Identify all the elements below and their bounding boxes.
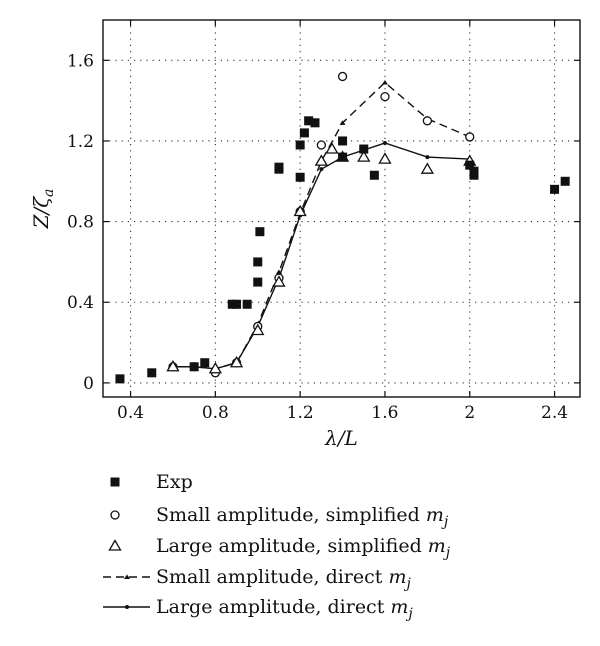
data-point: [325, 142, 339, 154]
y-tick-label: 1.2: [67, 132, 94, 152]
y-axis-label: Z/ζa: [29, 189, 57, 230]
legend-label-text: Exp: [156, 471, 193, 493]
series-filled-square: [115, 116, 570, 384]
data-point: [369, 170, 379, 180]
legend-item: Small amplitude, direct mj: [103, 566, 411, 592]
data-point: [465, 160, 475, 170]
legend-label: Small amplitude, simplified mj: [156, 504, 449, 530]
series-line: [172, 81, 471, 370]
series-layer: [115, 71, 570, 384]
data-point: [378, 152, 392, 164]
y-tick-label: 1.6: [67, 51, 94, 71]
data-point: [337, 71, 348, 82]
data-point: [272, 275, 286, 287]
data-point: [425, 155, 430, 160]
legend-marker: [125, 605, 129, 609]
data-point: [469, 170, 479, 180]
data-point: [560, 176, 570, 186]
data-point: [380, 91, 390, 102]
y-axis-label-main: Z/ζ: [29, 196, 53, 230]
legend-symbol-sub: j: [405, 606, 413, 622]
legend-symbol: m: [420, 504, 444, 526]
legend-symbol-sub: j: [403, 576, 411, 592]
x-tick-label: 0.4: [117, 403, 144, 423]
legend-item: Exp: [110, 471, 193, 493]
series-open-triangle: [166, 142, 477, 374]
legend-label-text: Small amplitude, direct: [156, 566, 383, 588]
data-point: [316, 140, 327, 150]
data-point: [359, 144, 369, 154]
legend-symbol: m: [382, 566, 406, 588]
data-point: [253, 257, 263, 267]
x-tick-label: 2.4: [541, 403, 568, 423]
data-point: [115, 374, 125, 384]
data-point: [310, 118, 320, 128]
legend-label: Large amplitude, direct mj: [156, 596, 413, 622]
series-open-circle: [168, 71, 475, 378]
data-point: [147, 368, 157, 378]
y-tick-label: 0.4: [67, 293, 94, 313]
data-point: [166, 359, 180, 372]
data-point: [274, 162, 284, 172]
y-tick-label: 0.8: [67, 213, 94, 233]
y-tick-label: 0: [83, 374, 94, 394]
x-tick-label: 1.6: [371, 403, 398, 423]
series-line: [172, 142, 470, 370]
legend-label-text: Small amplitude, simplified: [156, 504, 420, 526]
data-point: [465, 132, 475, 142]
x-tick-label: 2: [464, 403, 475, 423]
data-point: [251, 323, 265, 336]
data-point: [381, 79, 388, 85]
legend-label-text: Large amplitude, direct: [156, 596, 385, 618]
data-point: [382, 140, 387, 145]
legend-marker: [124, 574, 130, 579]
legend-marker: [108, 539, 122, 551]
data-point: [357, 150, 371, 162]
x-tick-label: 1.2: [287, 403, 314, 423]
data-point: [422, 116, 433, 126]
data-point: [255, 227, 265, 237]
y-axis-label-sub: a: [41, 189, 57, 197]
data-point: [208, 361, 222, 374]
data-point: [420, 162, 434, 174]
legend-symbol: m: [422, 535, 446, 557]
data-point: [189, 362, 199, 372]
data-point: [242, 299, 252, 309]
data-point: [293, 204, 307, 217]
data-point: [229, 355, 244, 368]
legend-item: Large amplitude, direct mj: [103, 596, 413, 622]
legend-label-text: Large amplitude, simplified: [156, 535, 422, 557]
legend-marker: [110, 510, 120, 520]
data-point: [299, 128, 309, 138]
x-tick-label: 0.8: [202, 403, 229, 423]
data-point: [295, 172, 305, 182]
data-point: [339, 120, 346, 125]
data-point: [338, 152, 348, 162]
data-point: [200, 358, 210, 368]
legend-label: Exp: [156, 471, 193, 493]
data-point: [314, 154, 328, 166]
legend-symbol: m: [384, 596, 408, 618]
plot-frame: [102, 19, 581, 398]
legend-symbol-sub: j: [441, 514, 449, 530]
legend-item: Large amplitude, simplified mj: [108, 535, 451, 561]
data-point: [338, 136, 348, 146]
series-solid-line: [170, 140, 472, 371]
data-point: [319, 167, 324, 172]
legend-label: Small amplitude, direct mj: [156, 566, 411, 592]
legend-marker: [110, 477, 120, 487]
data-point: [253, 277, 263, 287]
axis-ticks: 0.4 0.8 1.2 1.6 2 2.4 0 0.4 0.8 1.2 1.6: [67, 20, 580, 423]
data-point: [295, 140, 305, 150]
data-point: [232, 299, 242, 309]
data-point: [304, 116, 314, 126]
legend-symbol-sub: j: [443, 545, 451, 561]
data-point: [550, 184, 560, 194]
legend-label: Large amplitude, simplified mj: [156, 535, 451, 561]
x-axis-label: λ/L: [324, 426, 358, 450]
legend-item: Small amplitude, simplified mj: [110, 504, 449, 530]
